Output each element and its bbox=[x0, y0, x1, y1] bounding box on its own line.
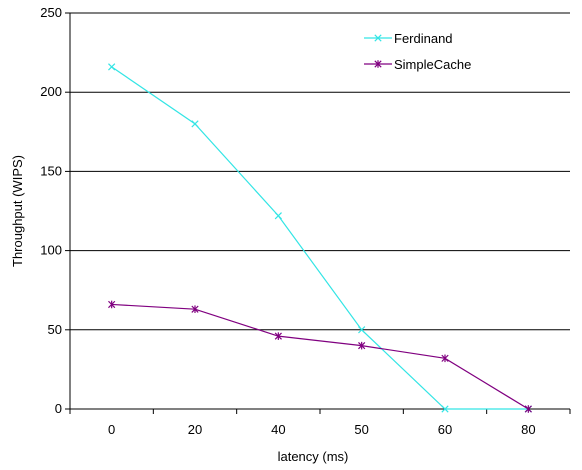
x-tick-label: 50 bbox=[354, 422, 368, 437]
y-tick-label: 150 bbox=[40, 163, 62, 178]
data-point-simplecache bbox=[108, 300, 116, 309]
legend-marker-glyph bbox=[374, 34, 382, 42]
legend-item-1: SimpleCache bbox=[364, 57, 471, 72]
y-tick-label: 200 bbox=[40, 84, 62, 99]
legend-marker-ferdinand bbox=[374, 34, 382, 42]
legend-marker-glyph bbox=[374, 60, 382, 68]
y-tick-labels: 0 50 100 150 200 250 bbox=[40, 5, 62, 416]
data-point-simplecache bbox=[358, 341, 366, 350]
x-tick-labels: 0 20 40 50 60 80 bbox=[108, 422, 536, 437]
data-point-ferdinand bbox=[274, 212, 282, 220]
legend-label-simplecache: SimpleCache bbox=[394, 57, 471, 72]
y-tick-label: 50 bbox=[48, 322, 62, 337]
series-simplecache bbox=[108, 300, 532, 413]
y-tick-label: 0 bbox=[55, 401, 62, 416]
y-axis-title: Throughput (WIPS) bbox=[10, 155, 25, 267]
data-point-ferdinand bbox=[441, 405, 449, 413]
y-tick-label: 100 bbox=[40, 243, 62, 258]
series-line-simplecache bbox=[111, 303, 529, 410]
x-tick-label: 80 bbox=[521, 422, 535, 437]
data-point-simplecache bbox=[191, 305, 199, 314]
x-tick-label: 60 bbox=[438, 422, 452, 437]
y-tick-label: 250 bbox=[40, 5, 62, 20]
axes bbox=[65, 12, 571, 414]
x-axis-title: latency (ms) bbox=[278, 449, 349, 464]
legend-marker-simplecache bbox=[374, 60, 382, 68]
series-ferdinand bbox=[108, 63, 532, 413]
legend-label-ferdinand: Ferdinand bbox=[394, 31, 453, 46]
x-tick-label: 0 bbox=[108, 422, 115, 437]
series-line-ferdinand bbox=[111, 66, 529, 410]
data-point-simplecache bbox=[441, 354, 449, 363]
data-point-simplecache bbox=[274, 332, 282, 340]
x-tick-label: 40 bbox=[271, 422, 285, 437]
series bbox=[108, 63, 532, 413]
gridlines bbox=[70, 12, 570, 331]
data-point-simplecache bbox=[524, 405, 532, 413]
legend-item-0: Ferdinand bbox=[364, 31, 453, 46]
legend: Ferdinand SimpleCache bbox=[364, 31, 471, 72]
data-point-ferdinand bbox=[358, 326, 366, 334]
data-point-ferdinand bbox=[108, 63, 116, 71]
x-tick-label: 20 bbox=[188, 422, 202, 437]
data-point-ferdinand bbox=[191, 120, 199, 128]
